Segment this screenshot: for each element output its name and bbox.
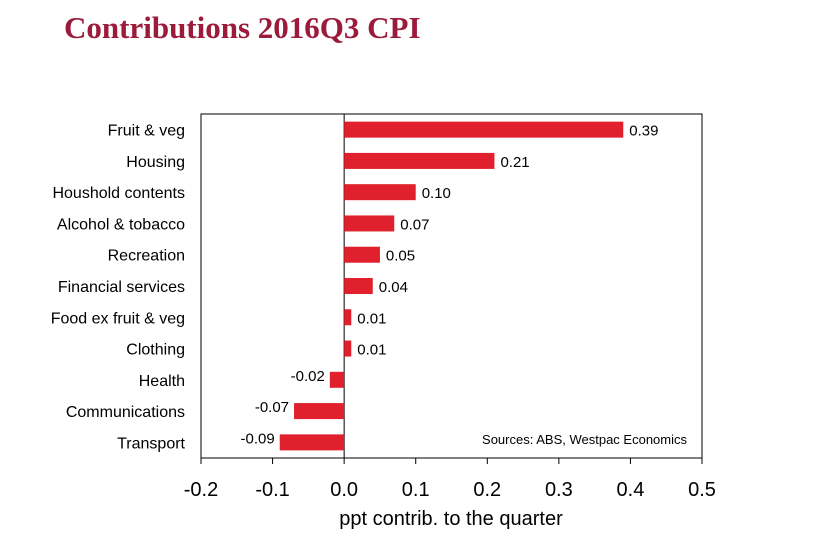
bar: [344, 340, 352, 357]
value-label: 0.10: [422, 185, 451, 202]
category-label: Financial services: [58, 279, 185, 296]
chart-title: Contributions 2016Q3 CPI: [64, 10, 421, 45]
value-labels: 0.390.210.100.070.050.040.010.01-0.02-0.…: [241, 123, 659, 448]
category-label: Houshold contents: [52, 185, 185, 202]
x-tick-label: -0.1: [255, 479, 289, 501]
bar: [294, 403, 345, 420]
category-label: Fruit & veg: [108, 123, 185, 140]
value-label: -0.02: [291, 368, 325, 385]
source-annotation: Sources: ABS, Westpac Economics: [482, 432, 687, 447]
value-label: 0.39: [629, 123, 658, 140]
category-labels: Fruit & veg Housing Houshold contents Alcoh…: [51, 123, 186, 453]
x-tick-label: -0.2: [184, 479, 218, 501]
value-label: 0.01: [357, 342, 386, 359]
value-label: -0.09: [241, 430, 275, 447]
x-tick-label: 0.1: [402, 479, 430, 501]
x-tick-label: 0.0: [330, 479, 358, 501]
bars-group: [279, 121, 624, 451]
value-label: -0.07: [255, 399, 289, 416]
x-axis-ticks: -0.2 -0.1 0.0 0.1 0.2 0.3 0.4 0.5: [184, 458, 716, 501]
value-label: 0.04: [379, 279, 408, 296]
plot-border: [200, 113, 703, 459]
category-label: Alcohol & tobacco: [57, 216, 185, 233]
value-label: 0.07: [400, 216, 429, 233]
x-tick-label: 0.4: [617, 479, 645, 501]
bar: [344, 246, 380, 263]
x-tick-label: 0.3: [545, 479, 573, 501]
bar: [329, 371, 345, 388]
category-label: Recreation: [108, 248, 185, 265]
category-label: Housing: [126, 154, 185, 171]
bar: [279, 434, 345, 451]
bar: [344, 215, 395, 232]
category-label: Communications: [66, 404, 185, 421]
bar: [344, 309, 352, 326]
bar: [344, 278, 373, 294]
value-label: 0.21: [500, 154, 529, 171]
x-tick-label: 0.2: [473, 479, 501, 501]
x-tick-label: 0.5: [688, 479, 716, 501]
x-axis-label: ppt contrib. to the quarter: [339, 508, 563, 530]
bar: [344, 121, 624, 138]
bar: [344, 184, 416, 201]
category-label: Health: [139, 373, 185, 390]
bar: [344, 152, 495, 169]
value-label: 0.05: [386, 248, 415, 265]
value-label: 0.01: [357, 310, 386, 327]
category-label: Food ex fruit & veg: [51, 310, 185, 327]
category-label: Clothing: [126, 342, 185, 359]
category-label: Transport: [117, 435, 185, 452]
